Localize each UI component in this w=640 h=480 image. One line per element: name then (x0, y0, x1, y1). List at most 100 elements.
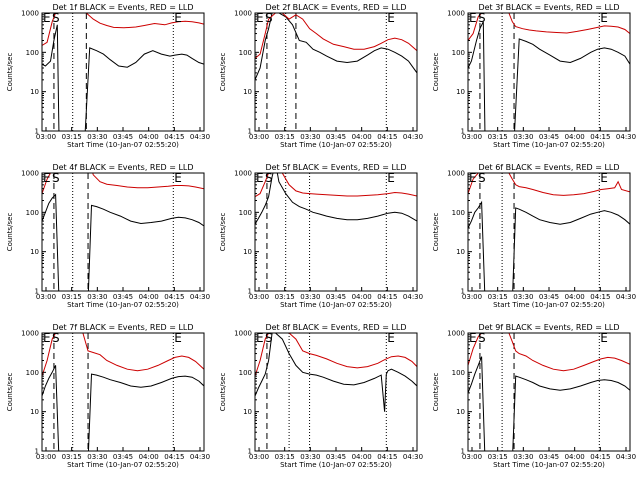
lld-series-line (42, 173, 204, 194)
panel-3: Det 3f BLACK = Events, RED = LLD 1 10 100 10… (432, 3, 636, 149)
y-tick-label: 1000 (447, 170, 465, 178)
y-tick-label: 100 (239, 209, 252, 217)
panel-title: Det 4f BLACK = Events, RED = LLD (52, 163, 193, 172)
y-tick-label: 1000 (21, 170, 39, 178)
events-series-line (255, 333, 417, 412)
x-tick-label: 03:30 (87, 293, 107, 301)
x-tick-label: 04:15 (590, 133, 610, 141)
plot-frame (254, 172, 418, 292)
marker-E-left: E (256, 11, 264, 25)
x-tick-label: 04:00 (565, 293, 585, 301)
marker-E-right: E (600, 331, 608, 345)
x-tick-label: 03:30 (300, 293, 320, 301)
plot-frame (41, 172, 205, 292)
x-tick-label: 03:00 (36, 293, 56, 301)
events-series-line (468, 21, 630, 131)
x-axis-label: Start Time (10-Jan-07 02:55:20) (67, 141, 179, 149)
y-tick-label: 10 (243, 88, 252, 96)
panel-title: Det 8f BLACK = Events, RED = LLD (265, 323, 406, 332)
x-tick-label: 03:30 (513, 453, 533, 461)
x-tick-label: 03:00 (462, 293, 482, 301)
x-axis-label: Start Time (10-Jan-07 02:55:20) (280, 141, 392, 149)
y-tick-label: 1 (35, 288, 39, 296)
marker-E-left: E (469, 171, 477, 185)
x-tick-label: 04:15 (377, 453, 397, 461)
plot-frame (41, 332, 205, 452)
x-axis-label: Start Time (10-Jan-07 02:55:20) (493, 461, 605, 469)
x-tick-label: 03:00 (249, 293, 269, 301)
y-tick-label: 1 (35, 448, 39, 456)
panel-5: Det 5f BLACK = Events, RED = LLD 1 10 100 10… (219, 163, 423, 309)
x-tick-label: 04:15 (164, 133, 184, 141)
x-tick-label: 03:45 (113, 293, 133, 301)
y-tick-label: 10 (456, 248, 465, 256)
x-tick-label: 03:15 (275, 293, 295, 301)
plot-frame (467, 12, 631, 132)
y-axis-label: Counts/sec (219, 373, 227, 412)
lld-series-line (468, 13, 630, 41)
marker-S: S (478, 171, 486, 185)
x-tick-label: 03:30 (513, 293, 533, 301)
x-tick-label: 03:15 (62, 453, 82, 461)
plot-frame (254, 12, 418, 132)
x-tick-label: 04:00 (352, 453, 372, 461)
marker-S: S (52, 171, 60, 185)
marker-E-left: E (256, 171, 264, 185)
lld-series-line (255, 333, 417, 377)
panel-6: Det 6f BLACK = Events, RED = LLD 1 10 100 10… (432, 163, 636, 309)
y-axis-label: Counts/sec (432, 53, 440, 92)
y-axis-label: Counts/sec (432, 373, 440, 412)
y-tick-label: 100 (239, 369, 252, 377)
y-tick-label: 1 (248, 448, 252, 456)
x-tick-label: 03:45 (539, 453, 559, 461)
x-tick-label: 04:15 (590, 453, 610, 461)
x-axis-label: Start Time (10-Jan-07 02:55:20) (67, 301, 179, 309)
panel-4: Det 4f BLACK = Events, RED = LLD 1 10 100 10… (6, 163, 210, 309)
x-tick-label: 03:00 (462, 133, 482, 141)
marker-E-right: E (387, 331, 395, 345)
panel-title: Det 7f BLACK = Events, RED = LLD (52, 323, 193, 332)
lld-series-line (468, 333, 630, 372)
marker-E-right: E (174, 11, 182, 25)
y-tick-label: 100 (452, 49, 465, 57)
y-tick-label: 1 (461, 448, 465, 456)
y-tick-label: 10 (243, 408, 252, 416)
x-tick-label: 04:00 (565, 133, 585, 141)
marker-E-left: E (469, 11, 477, 25)
marker-E-left: E (43, 331, 51, 345)
panel-title: Det 9f BLACK = Events, RED = LLD (478, 323, 619, 332)
panel-title: Det 6f BLACK = Events, RED = LLD (478, 163, 619, 172)
lld-series-line (255, 173, 417, 198)
x-tick-label: 03:45 (539, 293, 559, 301)
y-tick-label: 1 (461, 288, 465, 296)
y-tick-label: 100 (239, 49, 252, 57)
y-tick-label: 100 (26, 369, 39, 377)
events-series-line (468, 200, 630, 291)
marker-S: S (265, 11, 273, 25)
marker-S: S (265, 171, 273, 185)
x-tick-label: 03:15 (62, 293, 82, 301)
marker-E-left: E (256, 331, 264, 345)
plot-frame (41, 12, 205, 132)
y-tick-label: 10 (30, 248, 39, 256)
x-tick-label: 03:45 (113, 133, 133, 141)
x-tick-label: 03:15 (275, 133, 295, 141)
events-series-line (42, 24, 204, 131)
y-tick-label: 100 (452, 369, 465, 377)
lld-series-line (255, 13, 417, 59)
marker-S: S (478, 11, 486, 25)
x-tick-label: 04:00 (565, 453, 585, 461)
y-tick-label: 10 (243, 248, 252, 256)
x-axis-label: Start Time (10-Jan-07 02:55:20) (67, 461, 179, 469)
x-tick-label: 03:30 (513, 133, 533, 141)
marker-E-right: E (387, 171, 395, 185)
x-axis-label: Start Time (10-Jan-07 02:55:20) (280, 461, 392, 469)
lld-series-line (42, 333, 204, 377)
x-tick-label: 03:00 (36, 453, 56, 461)
lld-series-line (468, 173, 630, 196)
plot-frame (467, 332, 631, 452)
x-tick-label: 04:15 (164, 453, 184, 461)
events-series-line (468, 356, 630, 451)
y-tick-label: 1000 (21, 330, 39, 338)
y-tick-label: 1000 (234, 10, 252, 18)
